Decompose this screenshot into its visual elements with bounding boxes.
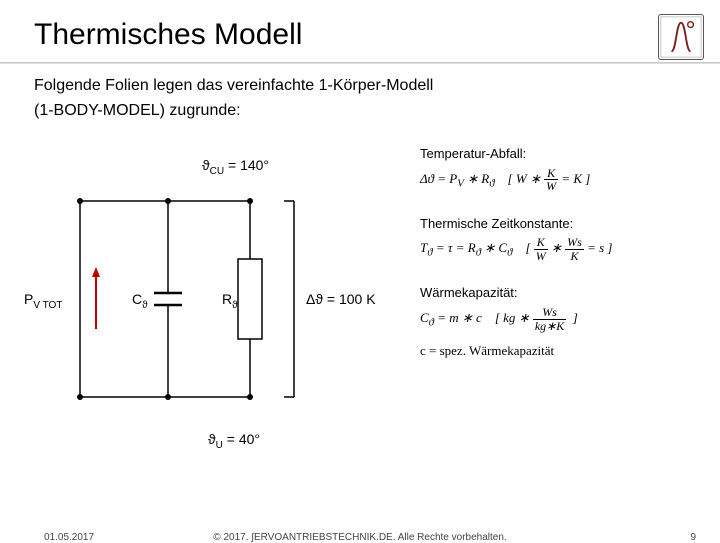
label-c: Cϑ bbox=[132, 291, 148, 311]
slide: Thermisches Modell Folgende Folien legen… bbox=[0, 0, 720, 540]
label-theta-u: ϑU = 40° bbox=[208, 431, 260, 451]
eq-temperature-drop: Temperatur-Abfall: Δϑ = PV ∗ Rϑ [ W ∗ KW… bbox=[420, 145, 706, 193]
eq-line-temp: Δϑ = PV ∗ Rϑ [ W ∗ KW = K ] bbox=[420, 167, 706, 193]
eq-line-tau: Tϑ = τ = Rϑ ∗ Cϑ [ KW ∗ WsK = s ] bbox=[420, 236, 706, 262]
logo bbox=[658, 14, 704, 60]
body-line-1: Folgende Folien legen das vereinfachte 1… bbox=[34, 74, 686, 99]
eq-head-tau: Thermische Zeitkonstante: bbox=[420, 215, 706, 233]
eq-heat-capacity: Wärmekapazität: Cϑ = m ∗ c [ kg ∗ Wskg∗K… bbox=[420, 284, 706, 359]
eq-spez: c = spez. Wärmekapazität bbox=[420, 342, 706, 360]
eq-line-cap: Cϑ = m ∗ c [ kg ∗ Wskg∗K ] bbox=[420, 306, 706, 332]
slide-title: Thermisches Modell bbox=[34, 18, 686, 52]
eq-head-cap: Wärmekapazität: bbox=[420, 284, 706, 302]
label-r: Rϑ bbox=[222, 291, 238, 311]
body-text: Folgende Folien legen das vereinfachte 1… bbox=[34, 74, 686, 124]
eq-head-temp: Temperatur-Abfall: bbox=[420, 145, 706, 163]
content-area: ϑCU = 140° ϑU = 40° PV TOT Cϑ Rϑ Δϑ = 10… bbox=[0, 145, 720, 506]
equations-column: Temperatur-Abfall: Δϑ = PV ∗ Rϑ [ W ∗ KW… bbox=[420, 145, 706, 382]
label-theta-cu: ϑCU = 140° bbox=[202, 157, 269, 177]
body-line-2: (1-BODY-MODEL) zugrunde: bbox=[34, 99, 686, 124]
label-delta: Δϑ = 100 K bbox=[306, 291, 376, 307]
label-pv: PV TOT bbox=[24, 291, 62, 311]
thermal-circuit: ϑCU = 140° ϑU = 40° PV TOT Cϑ Rϑ Δϑ = 10… bbox=[30, 145, 390, 465]
title-underline bbox=[0, 62, 720, 64]
footer-copyright: © 2017. ∫ERVOANTRIEBSTECHNIK.DE. Alle Re… bbox=[0, 532, 720, 543]
footer-page: 9 bbox=[690, 532, 696, 543]
eq-time-constant: Thermische Zeitkonstante: Tϑ = τ = Rϑ ∗ … bbox=[420, 215, 706, 263]
